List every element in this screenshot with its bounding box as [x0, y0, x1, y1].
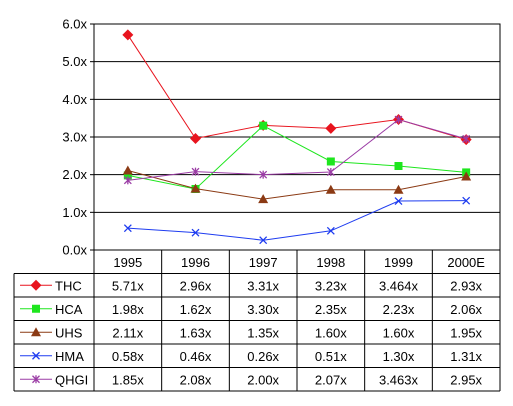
table-value-hma: 1.30x [383, 349, 415, 364]
y-tick-label: 4.0x [62, 92, 87, 107]
series-line-hca [127, 125, 467, 190]
table-value-thc: 2.93x [450, 278, 482, 293]
data-point-qhgi [394, 115, 403, 124]
y-tick-label: 5.0x [62, 54, 87, 69]
data-point-thc [122, 29, 134, 41]
y-tick-label: 3.0x [62, 130, 87, 145]
table-value-uhs: 2.11x [112, 325, 143, 340]
table-value-thc: 5.71x [112, 278, 144, 293]
table-value-thc: 3.464x [379, 278, 419, 293]
data-point-uhs [258, 194, 269, 204]
data-point-hma [123, 224, 132, 233]
data-point-qhgi [191, 167, 200, 176]
table-value-qhgi: 1.85x [112, 372, 144, 387]
x-category-label: 1995 [113, 255, 142, 270]
legend-label-qhgi: QHGI [55, 372, 88, 387]
data-point-uhs [122, 165, 133, 175]
data-point-hca [326, 157, 335, 166]
legend-label-thc: THC [55, 278, 82, 293]
table-value-hca: 3.30x [247, 302, 279, 317]
data-point-hca [259, 121, 268, 130]
table-value-thc: 3.31x [247, 278, 279, 293]
table-value-hma: 1.31x [450, 349, 482, 364]
table-value-hca: 2.23x [383, 302, 415, 317]
x-category-label: 1997 [249, 255, 278, 270]
series-line-uhs [127, 170, 467, 200]
data-point-qhgi [259, 170, 268, 179]
data-point-hma [259, 236, 268, 245]
table-value-uhs: 1.63x [180, 325, 212, 340]
y-tick-label: 2.0x [62, 167, 87, 182]
x-category-label: 1999 [384, 255, 413, 270]
table-value-hma: 0.58x [112, 349, 144, 364]
data-point-qhgi [462, 134, 471, 143]
table-value-uhs: 1.35x [247, 325, 279, 340]
table-value-hca: 2.35x [315, 302, 347, 317]
x-category-label: 1996 [181, 255, 210, 270]
table-value-qhgi: 2.00x [247, 372, 279, 387]
x-category-label: 1998 [316, 255, 345, 270]
data-point-hma [191, 228, 200, 237]
table-value-qhgi: 2.07x [315, 372, 347, 387]
series-line-hma [127, 200, 467, 241]
series-line-qhgi [127, 119, 467, 181]
x-category-label: 2000E [447, 255, 485, 270]
table-value-qhgi: 2.95x [450, 372, 482, 387]
legend-label-hma: HMA [55, 349, 84, 364]
y-tick-label: 6.0x [62, 17, 87, 32]
table-value-hma: 0.46x [180, 349, 212, 364]
table-value-hca: 1.62x [180, 302, 212, 317]
table-value-hma: 0.51x [315, 349, 347, 364]
table-value-qhgi: 3.463x [379, 372, 419, 387]
data-point-uhs [190, 183, 201, 193]
table-value-uhs: 1.60x [383, 325, 415, 340]
table-value-thc: 3.23x [315, 278, 347, 293]
data-point-hma [394, 197, 403, 205]
legend-label-uhs: UHS [55, 325, 83, 340]
table-value-thc: 2.96x [180, 278, 212, 293]
table-value-hca: 2.06x [450, 302, 482, 317]
table-value-uhs: 1.95x [450, 325, 482, 340]
data-point-hca [394, 162, 403, 171]
data-point-hma [462, 196, 471, 205]
data-point-uhs [461, 171, 472, 181]
data-point-qhgi [326, 168, 335, 177]
table-value-hma: 0.26x [247, 349, 279, 364]
table-value-qhgi: 2.08x [180, 372, 212, 387]
data-point-thc [325, 122, 337, 134]
data-point-hma [326, 226, 335, 235]
table-value-hca: 1.98x [112, 302, 144, 317]
y-tick-label: 1.0x [62, 205, 87, 220]
data-point-hca [123, 171, 132, 180]
data-point-thc [190, 133, 201, 145]
data-point-uhs [393, 184, 404, 194]
data-point-uhs [325, 184, 336, 194]
data-point-qhgi [123, 176, 132, 185]
legend-label-hca: HCA [55, 302, 83, 317]
y-tick-label: 0.0x [62, 243, 87, 258]
table-value-uhs: 1.60x [315, 325, 347, 340]
